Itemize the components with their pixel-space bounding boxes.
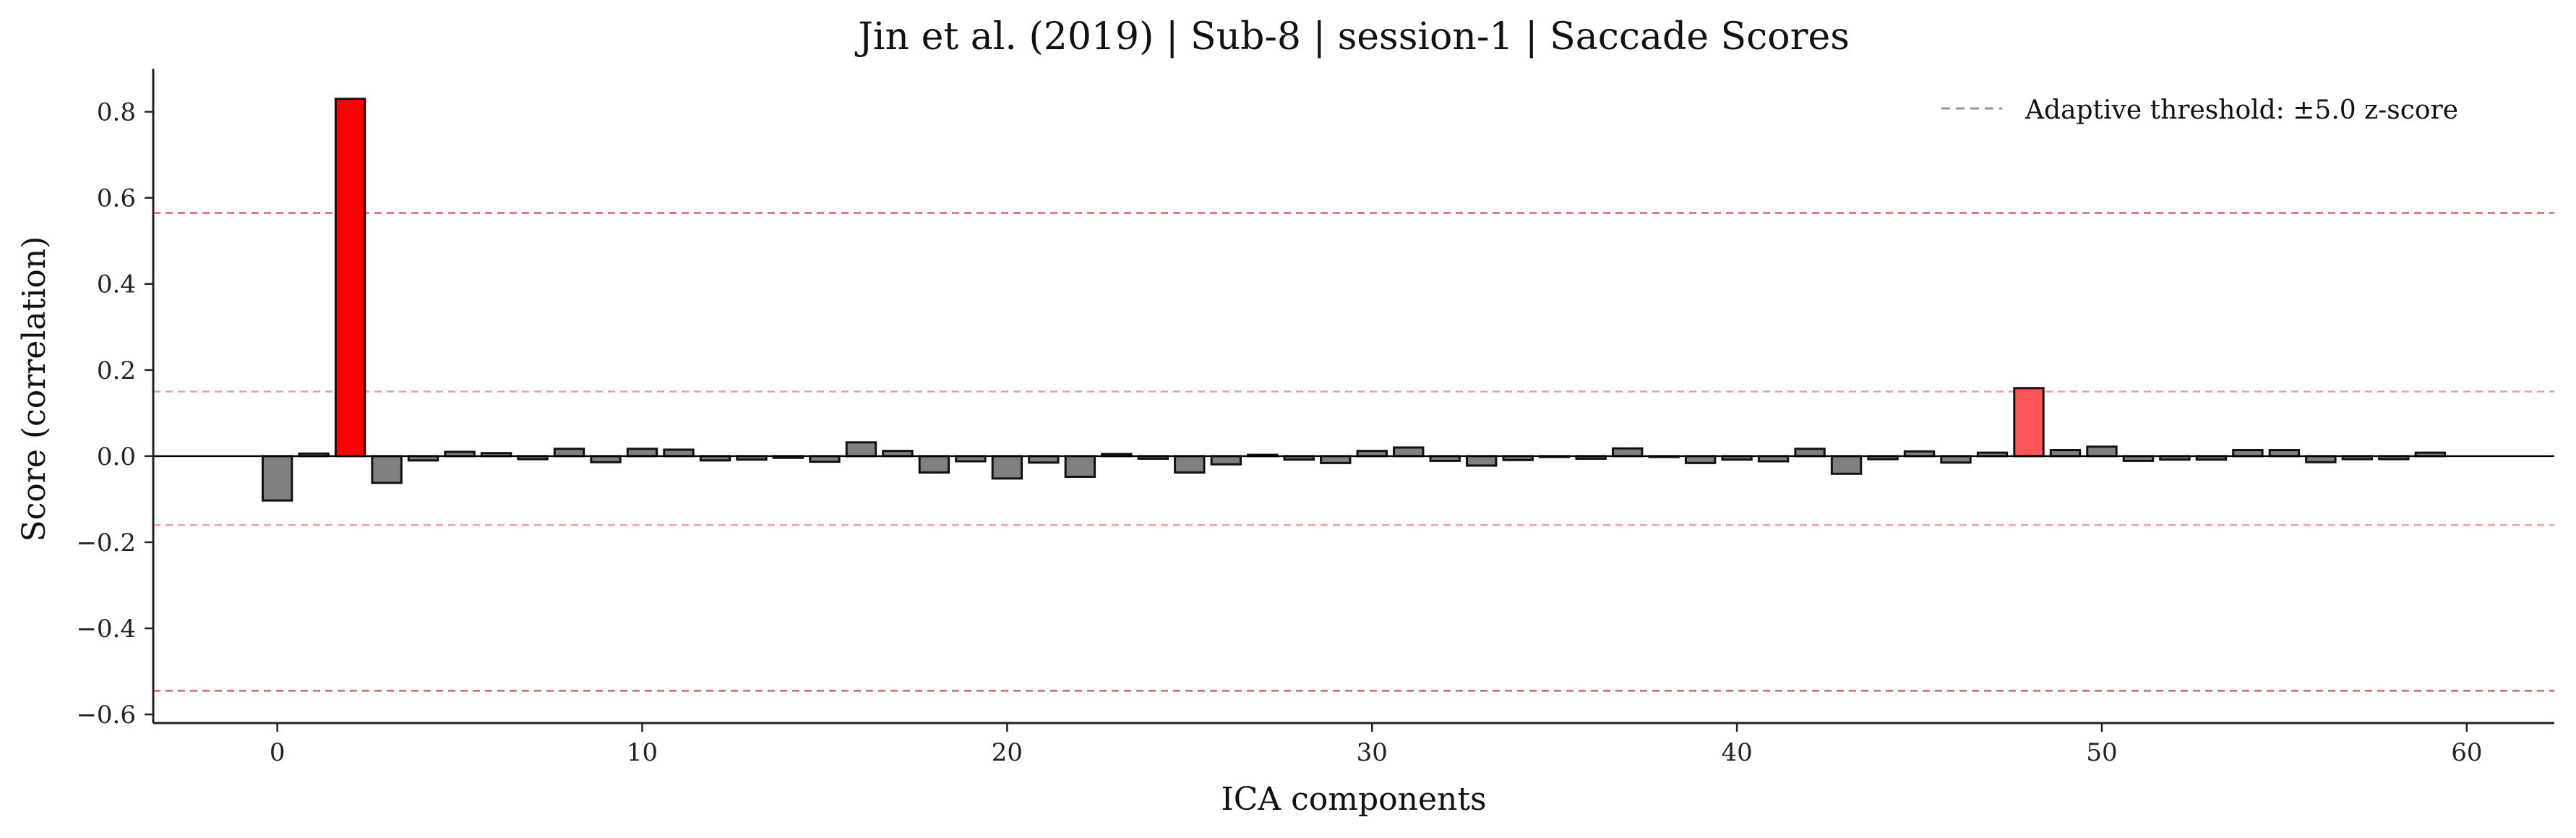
bar-component-10 [626, 448, 658, 458]
x-tick-label-50: 50 [2086, 738, 2117, 767]
axes [152, 69, 2554, 724]
bar-component-55 [2268, 449, 2301, 458]
y-axis-ticks: −0.6 −0.4 −0.2 0.0 0.2 0.4 0.6 0.8 [76, 98, 153, 730]
bar-component-29 [1320, 455, 1352, 464]
bar-component-37 [1611, 447, 1644, 458]
x-tick-label-0: 0 [270, 738, 285, 767]
bar-component-9 [590, 455, 622, 463]
y-tick-label-3: 0.0 [97, 442, 136, 471]
y-tick-label-4: 0.2 [97, 356, 136, 385]
chart-title: Jin et al. (2019) | Sub-8 | session-1 | … [854, 15, 1850, 59]
bar-component-3 [371, 455, 403, 484]
y-tick-label-0: −0.6 [76, 701, 136, 730]
bar-component-50 [2086, 445, 2118, 458]
bar-component-31 [1393, 446, 1425, 458]
y-axis-label: Score (correlation) [16, 236, 53, 542]
legend: Adaptive threshold: ±5.0 z-score [1941, 95, 2458, 125]
x-tick-label-20: 20 [992, 738, 1023, 767]
bar-component-42 [1794, 448, 1826, 458]
bar-component-22 [1064, 455, 1096, 478]
bar-component-8 [553, 448, 585, 458]
bar-series [261, 98, 2447, 502]
bar-component-0 [261, 455, 293, 502]
bar-component-56 [2305, 455, 2337, 463]
x-tick-label-30: 30 [1357, 738, 1388, 767]
bar-component-11 [663, 448, 695, 458]
bar-component-39 [1684, 455, 1717, 464]
bar-component-54 [2232, 449, 2264, 458]
threshold-lines [153, 212, 2554, 692]
bar-component-16 [845, 441, 877, 458]
bar-component-20 [991, 455, 1023, 480]
x-tick-label-10: 10 [627, 738, 658, 767]
bar-component-49 [2049, 449, 2082, 458]
y-tick-label-5: 0.4 [97, 270, 136, 299]
bar-component-26 [1210, 455, 1242, 466]
bar-component-25 [1174, 455, 1206, 474]
bar-component-46 [1940, 455, 1972, 464]
bar-component-18 [918, 455, 950, 474]
y-tick-label-1: −0.4 [76, 615, 136, 644]
bar-component-33 [1466, 455, 1498, 467]
bar-component-43 [1830, 455, 1863, 475]
x-tick-label-60: 60 [2451, 738, 2482, 767]
legend-label: Adaptive threshold: ±5.0 z-score [2025, 95, 2458, 125]
y-tick-label-2: −0.2 [76, 529, 136, 557]
x-tick-label-40: 40 [1721, 738, 1752, 767]
y-tick-label-6: 0.6 [97, 184, 136, 213]
x-axis-label: ICA components [1221, 781, 1486, 818]
bar-component-21 [1028, 455, 1060, 464]
y-tick-label-7: 0.8 [97, 98, 136, 127]
bar-component-48 [2013, 387, 2045, 458]
x-axis-ticks: 0 10 20 30 40 50 60 [270, 723, 2482, 767]
bar-component-2 [334, 98, 366, 458]
